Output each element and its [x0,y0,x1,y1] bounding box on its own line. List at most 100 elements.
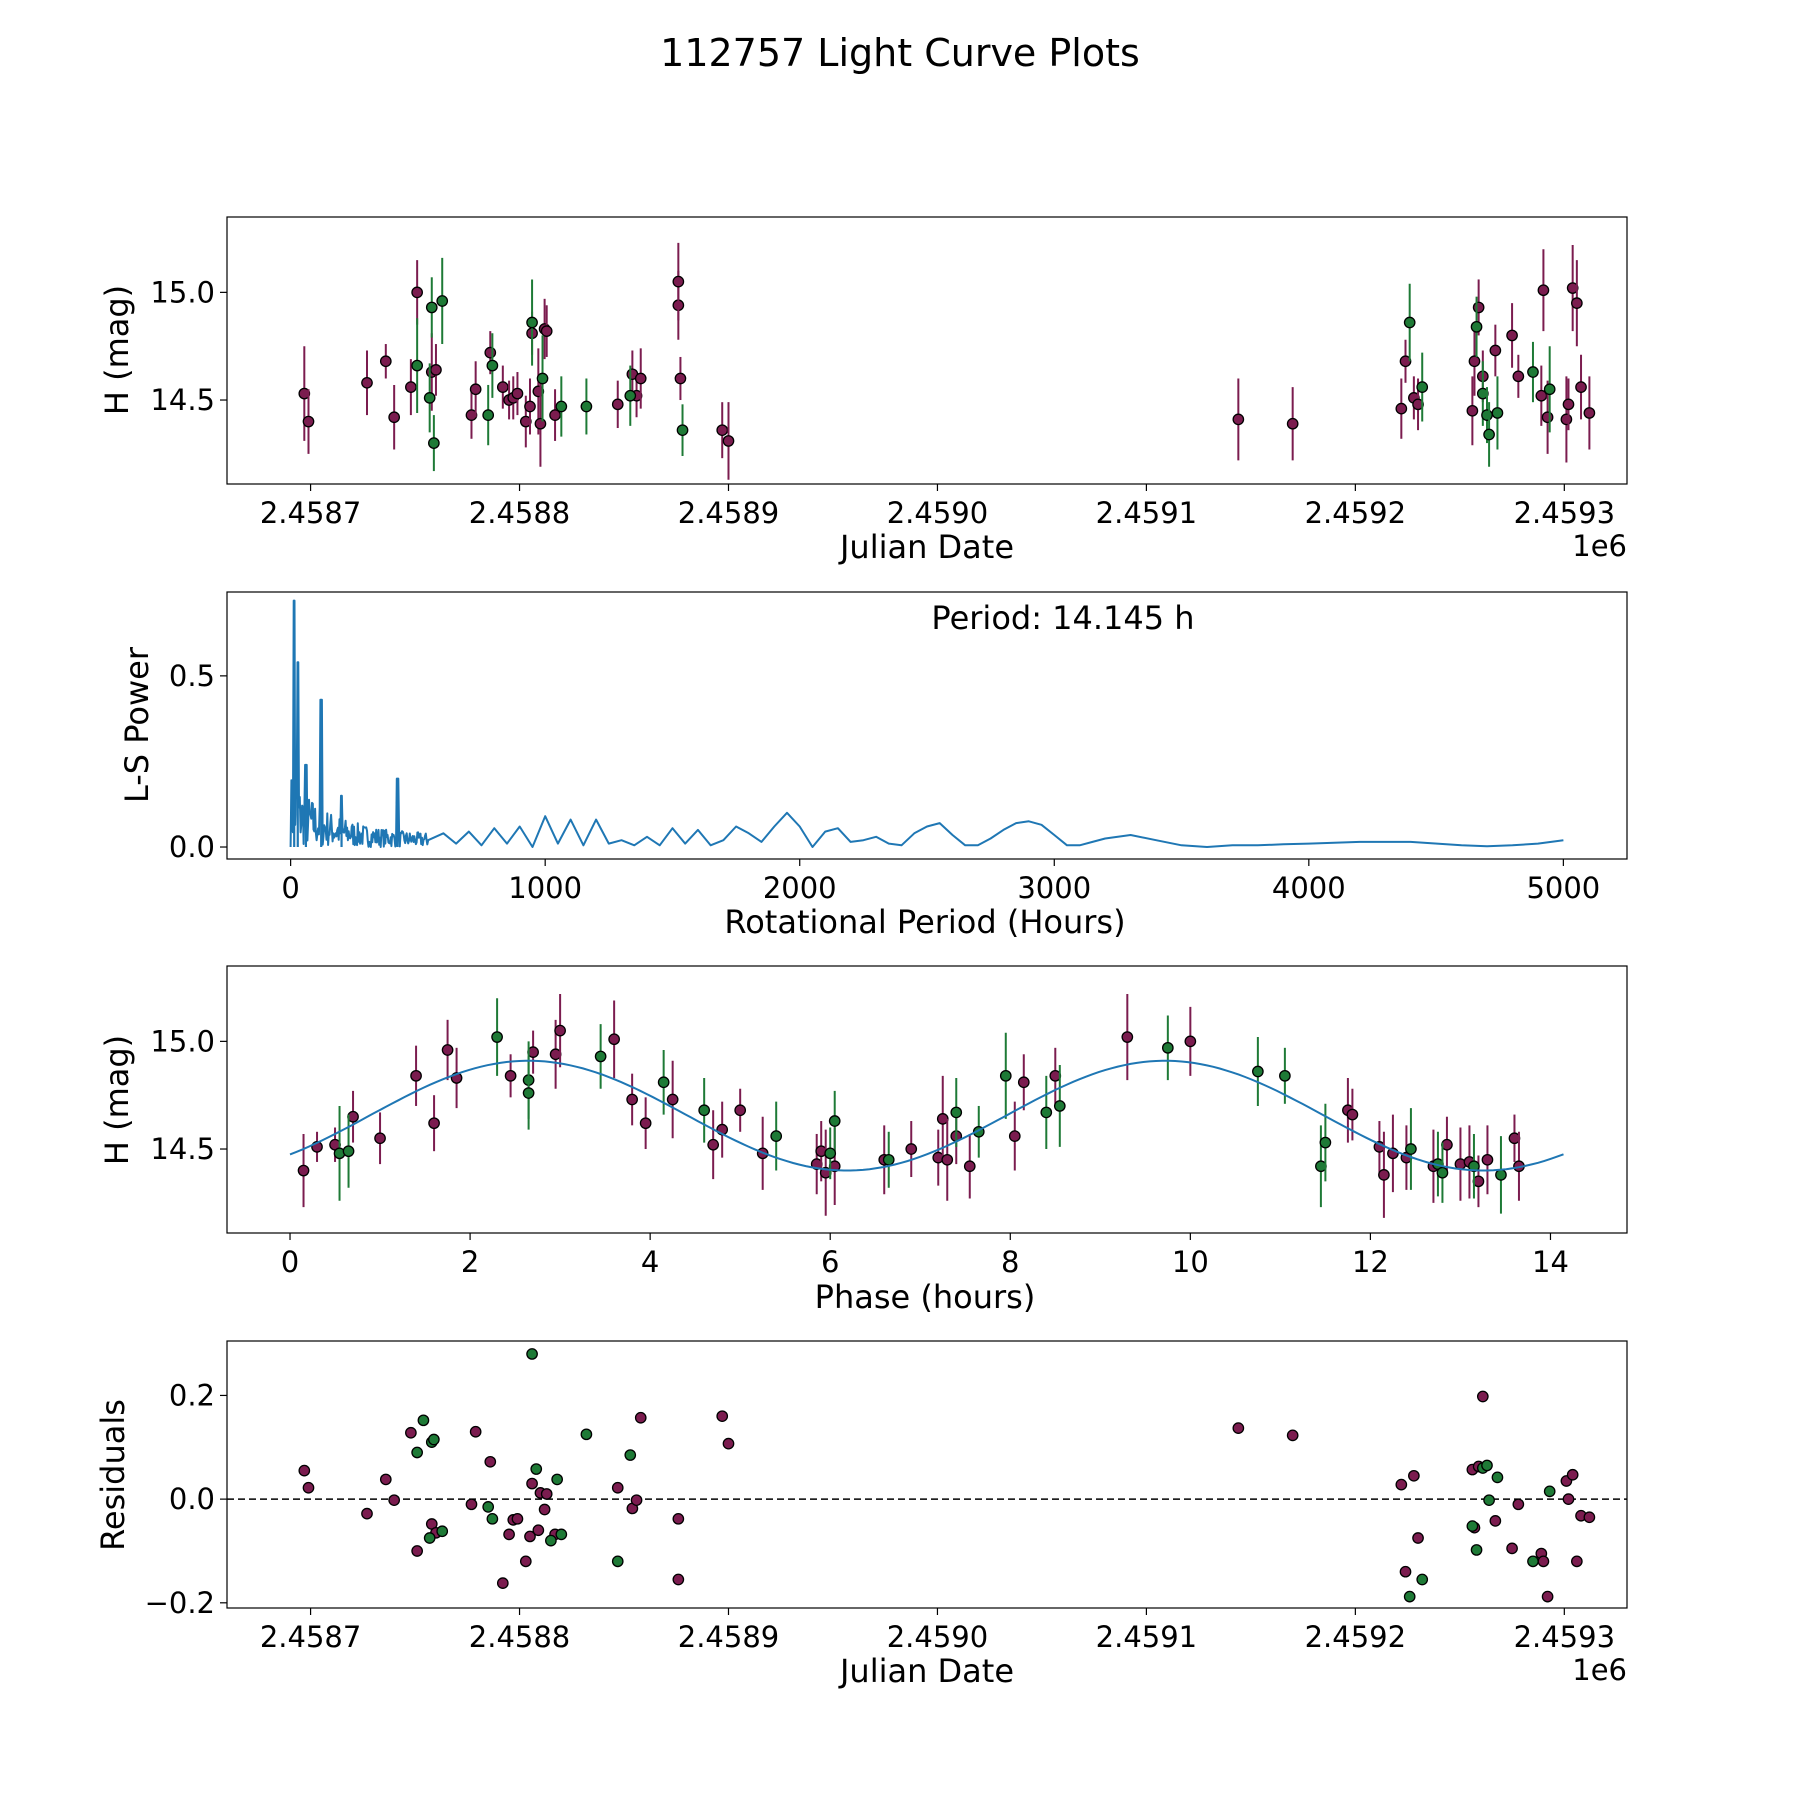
lightcurve-point [536,372,549,385]
lightcurve-x-offset-label: 1e6 [1572,529,1627,563]
phasefold-point [1017,1076,1030,1089]
lightcurve-point [716,424,729,437]
figure-title: 112757 Light Curve Plots [660,31,1140,75]
residuals-point [484,1455,497,1468]
lightcurve-point [722,435,735,447]
lightcurve-point [1403,316,1416,329]
phasefold-point [1053,1100,1066,1112]
lightcurve-point [1562,398,1575,411]
phasefold-ytick-label: 14.5 [150,1132,215,1166]
phasefold-point [1495,1169,1507,1181]
lightcurve-point [624,389,637,402]
residuals-ytick-label: −0.2 [145,1586,215,1620]
lightcurve-point [379,355,392,368]
residuals-point [630,1494,643,1507]
phasefold-point [441,1044,454,1056]
residuals-xtick-label: 2.4589 [678,1620,779,1654]
lightcurve-point [361,376,373,389]
phasefold-point [941,1153,954,1166]
residuals-xtick-label: 2.4587 [260,1620,361,1654]
phasefold-point [1161,1041,1174,1054]
periodogram-line [289,599,1564,848]
residuals-point [411,1545,423,1557]
periodogram-xtick-label: 5000 [1526,871,1600,905]
residuals-point [1537,1555,1550,1568]
lightcurve-point [496,381,509,393]
residuals-point [1483,1494,1495,1507]
phasefold-point [410,1069,422,1082]
phasefold-point [374,1132,386,1145]
phasefold-axes-frame [226,965,1628,1234]
lightcurve-point [634,372,647,385]
phasefold-xtick-label: 10 [1172,1245,1209,1279]
lightcurve-point [484,346,497,359]
phasefold-point [491,1031,503,1043]
phasefold-xtick-label: 14 [1532,1245,1569,1279]
lightcurve-point [1512,370,1525,383]
lightcurve-point [1416,381,1429,393]
residuals-point [526,1477,538,1490]
lightcurve-point [519,415,532,428]
residuals-point [1232,1422,1245,1434]
phasefold-point [1319,1136,1332,1149]
lightcurve-point [674,372,687,385]
phasefold-point [770,1130,783,1142]
phasefold-point [905,1143,918,1155]
phasefold-point [1279,1069,1291,1082]
phasefold-point [608,1033,620,1046]
periodogram-xtick-label: 3000 [1017,871,1091,905]
lightcurve-point [1395,402,1408,415]
phasefold-xtick-label: 2 [461,1245,479,1279]
phasefold-point [342,1145,355,1158]
phasefold-xtick-label: 0 [281,1245,299,1279]
periodogram-ylabel: L-S Power [118,646,156,803]
lightcurve-point [1232,413,1245,426]
residuals-point [379,1473,392,1486]
residuals-point [298,1464,311,1477]
residuals-point [611,1555,624,1568]
residuals-point [1286,1429,1299,1442]
lightcurve-panel: Julian Date H (mag) 1e6 2.4587 2.4588 2.45… [98,216,1628,566]
phasefold-point [828,1115,841,1127]
phasefold-point [707,1138,720,1151]
lightcurve-axes-frame [226,216,1628,485]
phasefold-model-curve [289,1059,1564,1172]
phasefold-point [504,1069,517,1082]
residuals-point [1491,1471,1504,1484]
residuals-xtick-label: 2.4593 [1514,1620,1615,1654]
residuals-xtick-label: 2.4592 [1305,1620,1406,1654]
lightcurve-point [1543,383,1556,396]
residuals-point [530,1463,543,1475]
phasefold-point [594,1050,607,1063]
residuals-point [1399,1565,1412,1578]
residuals-point [1527,1555,1539,1568]
residuals-point [624,1449,637,1461]
residuals-xtick-label: 2.4588 [469,1620,570,1654]
residuals-point [1512,1498,1525,1511]
residuals-point [1466,1520,1479,1532]
phasefold-point [999,1069,1012,1082]
lightcurve-point [524,400,536,413]
residuals-point [555,1528,568,1541]
lightcurve-point [1506,329,1518,342]
lightcurve-point [1472,301,1485,314]
residuals-point [503,1528,515,1541]
lightcurve-point [1491,407,1504,419]
phasefold-point [950,1106,963,1119]
periodogram-xtick-label: 1000 [508,871,582,905]
lightcurve-point [388,411,401,424]
residuals-point [496,1577,509,1589]
lightcurve-point [1468,355,1481,368]
periodogram-ytick-label: 0.0 [169,830,215,864]
phasefold-xtick-label: 8 [1001,1245,1019,1279]
phasefold-point [1481,1153,1494,1166]
phasefold-point [554,1024,566,1037]
residuals-point [634,1411,647,1424]
residuals-point [1583,1511,1596,1524]
phasefold-point [1040,1106,1053,1119]
lightcurve-point [1399,355,1412,368]
lightcurve-point [1489,344,1502,357]
residuals-point [722,1437,735,1450]
lightcurve-xtick-label: 2.4588 [469,496,570,530]
phasefold-point [1008,1130,1021,1142]
